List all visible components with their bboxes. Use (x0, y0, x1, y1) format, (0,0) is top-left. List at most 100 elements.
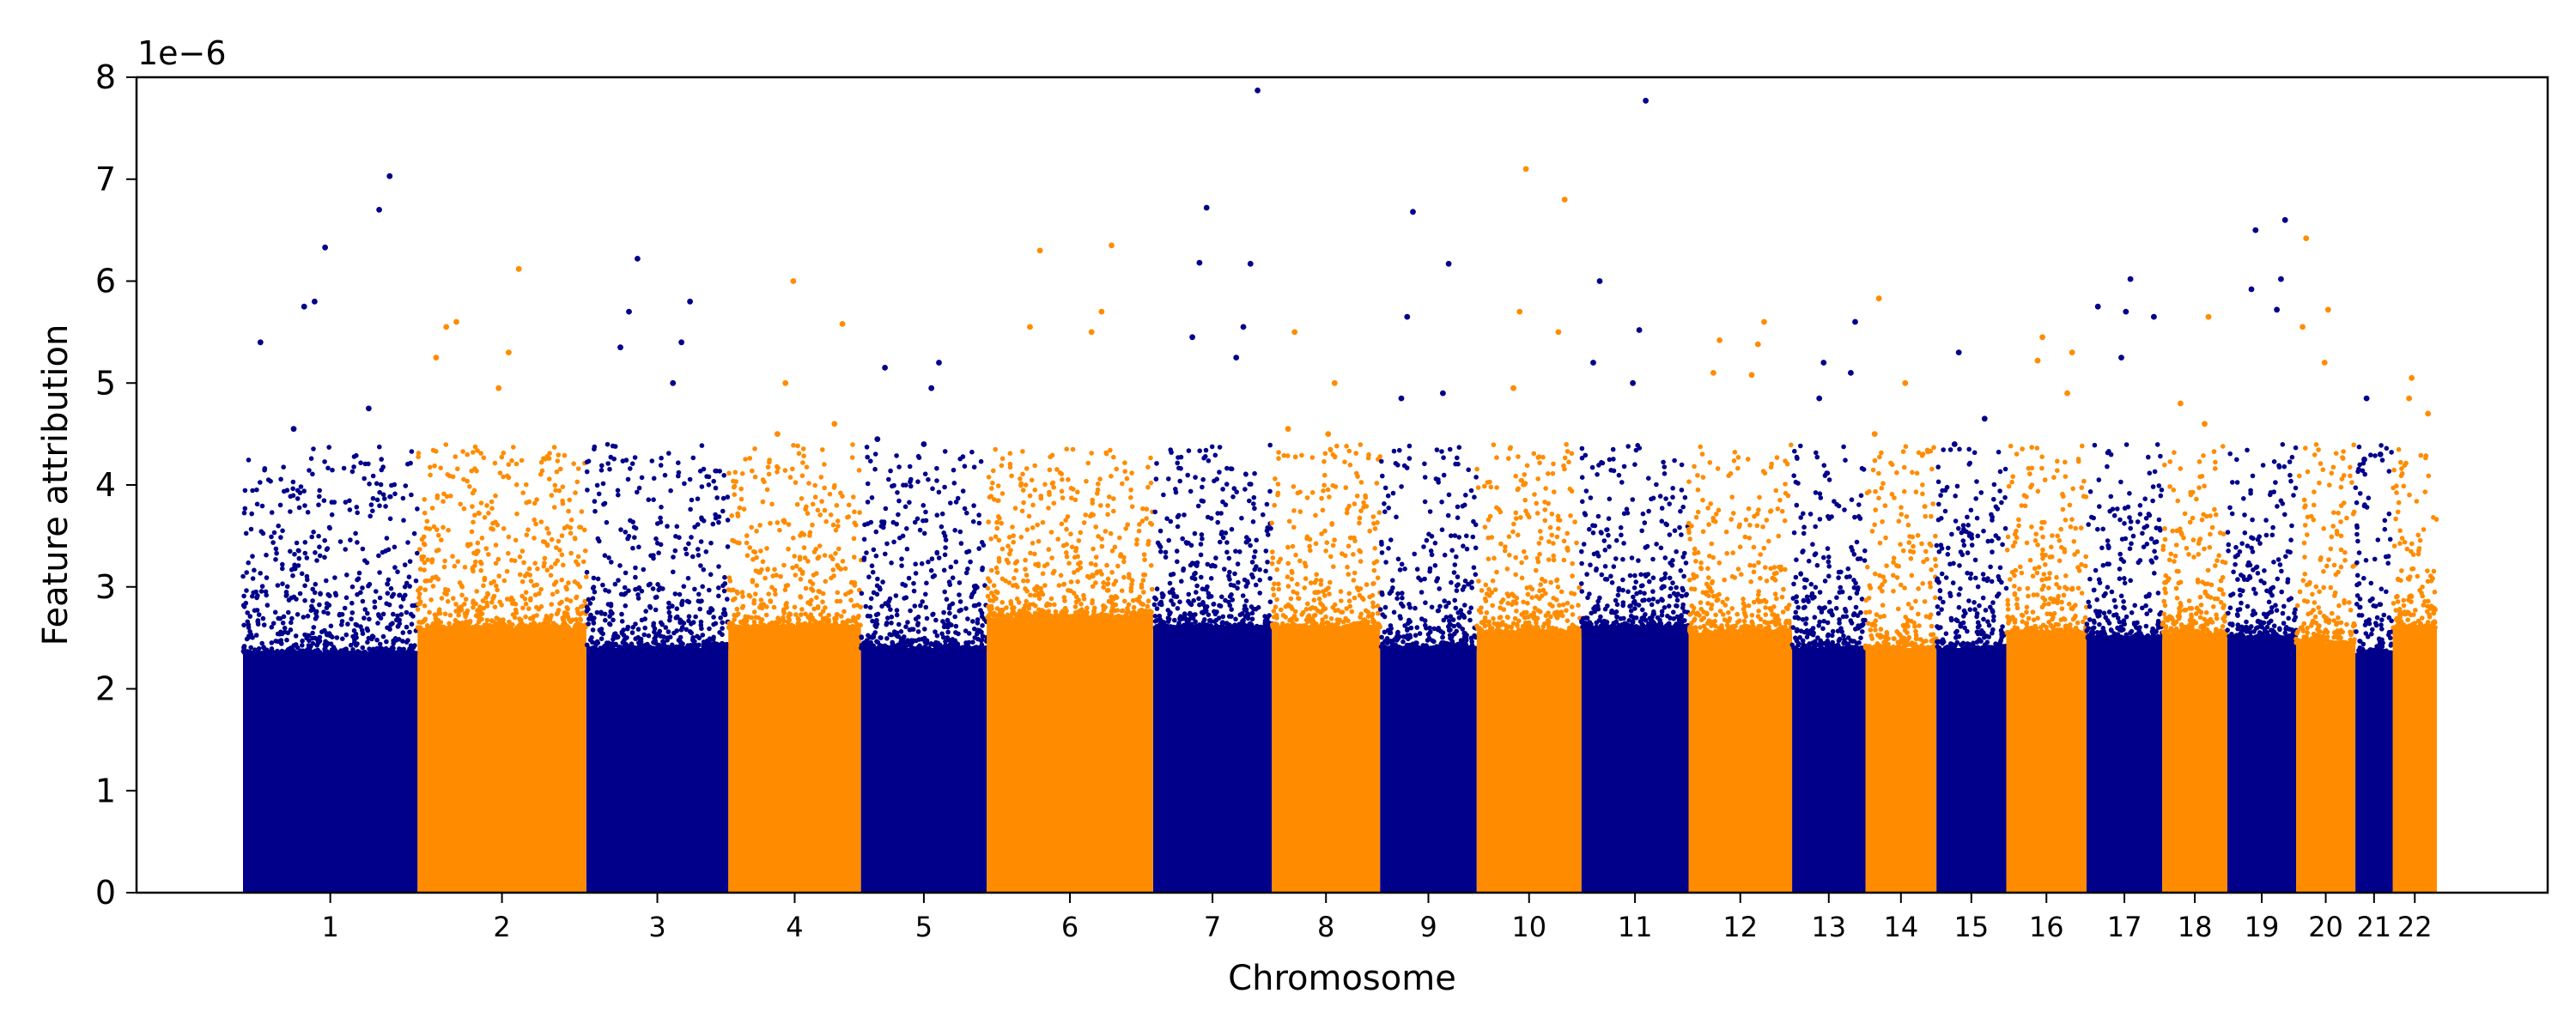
data-point (484, 617, 490, 623)
data-point (1101, 585, 1106, 590)
data-point (374, 481, 380, 487)
data-point (1023, 586, 1028, 591)
data-point (1551, 461, 1556, 467)
data-point (818, 475, 824, 480)
data-point (1358, 549, 1364, 554)
data-point (1020, 471, 1025, 477)
data-point (385, 591, 391, 596)
data-point (1242, 603, 1248, 609)
data-point (752, 474, 758, 480)
data-point (1172, 617, 1177, 623)
data-point (1492, 555, 1497, 561)
data-point (1189, 560, 1195, 566)
data-point (1090, 573, 1095, 578)
data-point (1178, 466, 1183, 471)
data-point (720, 508, 726, 514)
data-point (747, 545, 753, 550)
data-point (1550, 470, 1556, 476)
data-point (379, 457, 385, 462)
data-point (275, 583, 281, 588)
data-point (251, 651, 256, 656)
data-point (316, 502, 321, 507)
data-point (1279, 624, 1285, 629)
data-point (542, 555, 548, 561)
data-point (1285, 453, 1291, 458)
data-point (479, 625, 484, 630)
data-point (833, 527, 839, 533)
data-point (782, 468, 788, 473)
data-point (470, 565, 476, 571)
data-point (1060, 542, 1066, 548)
data-point (1091, 611, 1097, 617)
data-point (1473, 545, 1479, 551)
data-point (1187, 611, 1193, 617)
data-point (1257, 566, 1262, 573)
data-point (761, 624, 766, 630)
data-point (625, 626, 630, 632)
data-point (352, 639, 357, 645)
data-point (542, 539, 548, 545)
data-point (374, 589, 379, 594)
data-point (325, 649, 331, 655)
data-point (735, 511, 740, 517)
outlier-point (312, 298, 318, 305)
data-point (474, 589, 479, 594)
data-point (434, 625, 439, 630)
data-point (241, 645, 246, 650)
data-point (733, 479, 738, 484)
data-point (384, 639, 389, 645)
data-point (557, 601, 562, 606)
data-point (299, 571, 305, 577)
data-point (725, 597, 730, 602)
outlier-point (1233, 354, 1240, 360)
data-point (1249, 610, 1255, 616)
data-point (416, 620, 422, 625)
data-point (661, 634, 666, 639)
data-point (1160, 594, 1165, 600)
data-point (771, 604, 777, 610)
data-point (793, 573, 799, 578)
data-point (821, 625, 826, 630)
data-point (455, 559, 461, 564)
data-point (607, 621, 612, 627)
data-point (310, 630, 315, 636)
data-point (667, 614, 673, 620)
data-point (469, 468, 474, 474)
data-point (250, 576, 256, 581)
data-point (526, 499, 532, 505)
data-point (923, 509, 928, 515)
data-point (777, 527, 782, 533)
data-point (1570, 560, 1575, 566)
data-point (1194, 590, 1199, 595)
data-point (820, 447, 825, 452)
data-point (1200, 476, 1206, 482)
data-point (343, 632, 349, 638)
data-point (848, 589, 854, 594)
data-point (797, 556, 803, 562)
data-point (278, 629, 283, 635)
data-point (509, 457, 514, 464)
data-point (835, 623, 841, 629)
data-point (810, 522, 815, 528)
data-point (866, 633, 871, 639)
data-point (1535, 476, 1540, 482)
data-point (581, 527, 587, 533)
outlier-point (1325, 431, 1332, 437)
data-point (1436, 477, 1441, 482)
data-point (873, 529, 879, 535)
data-point (722, 581, 728, 586)
data-point (682, 481, 687, 487)
data-point (1522, 497, 1528, 503)
data-point (976, 512, 981, 518)
data-point (868, 519, 874, 525)
data-point (1370, 514, 1376, 519)
data-point (957, 456, 963, 462)
data-point (246, 650, 252, 656)
data-point (538, 471, 544, 477)
chromosome-5-points (859, 360, 989, 893)
outlier-point (1098, 308, 1105, 315)
data-point (1263, 568, 1268, 574)
data-point (1038, 585, 1043, 591)
data-point (766, 471, 772, 477)
data-point (658, 519, 664, 525)
